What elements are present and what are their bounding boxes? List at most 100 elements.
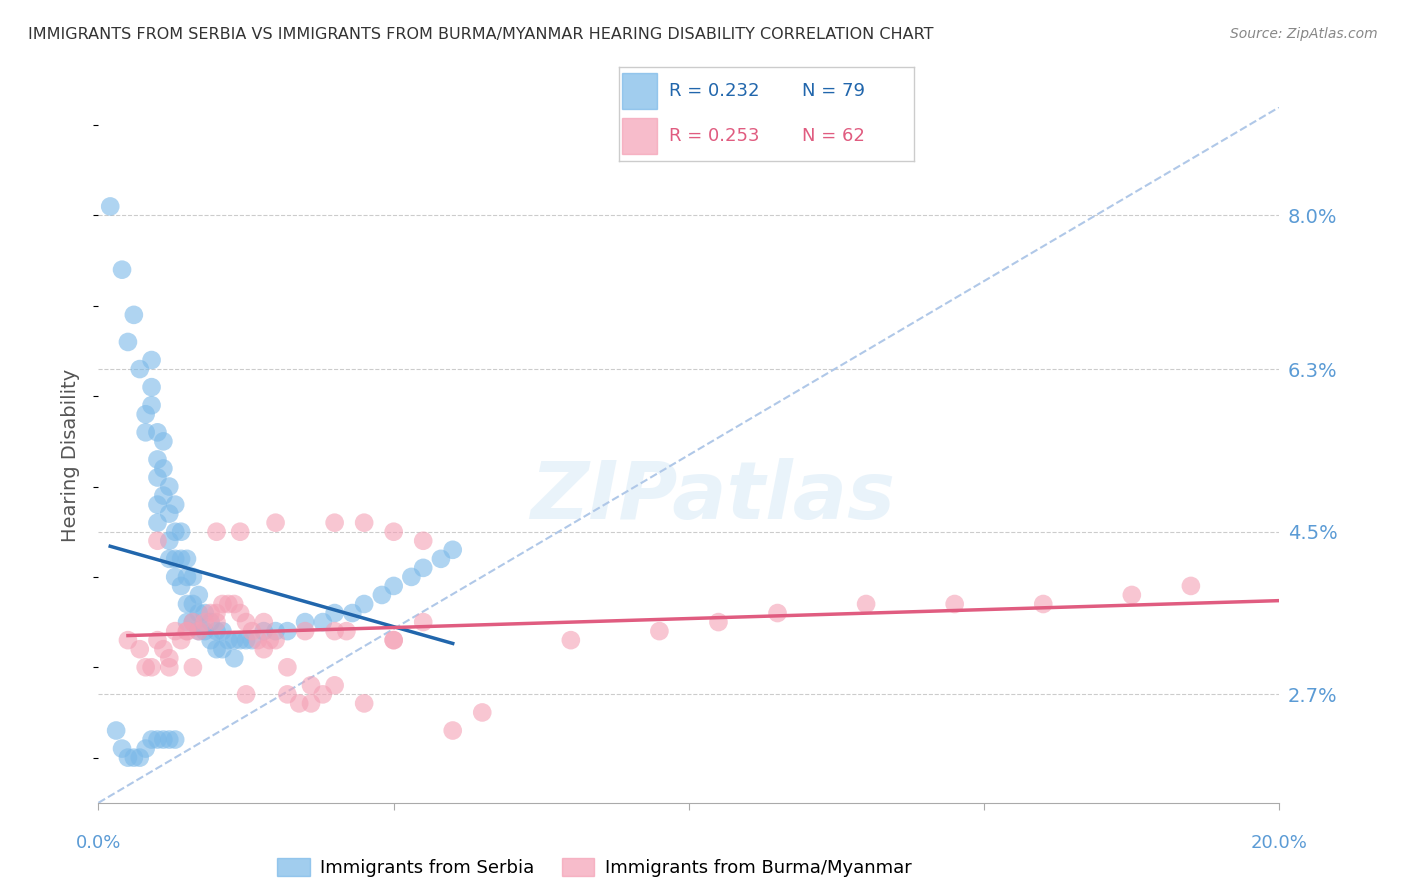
Point <box>157 551 180 566</box>
Point <box>170 524 193 539</box>
Point <box>211 597 233 611</box>
Point <box>152 461 174 475</box>
Point <box>229 524 252 539</box>
Point <box>353 597 375 611</box>
Point <box>176 615 198 629</box>
Point <box>176 570 198 584</box>
Point <box>353 516 375 530</box>
Point <box>141 660 163 674</box>
Point <box>141 398 163 412</box>
Point <box>146 533 169 548</box>
Point <box>253 642 276 657</box>
Point <box>165 570 187 584</box>
Point <box>335 624 357 639</box>
Point <box>323 516 346 530</box>
Point <box>224 597 246 611</box>
Point <box>264 516 287 530</box>
Point <box>205 624 228 639</box>
Point <box>382 524 405 539</box>
Point <box>229 633 252 648</box>
Point <box>157 533 180 548</box>
Point <box>157 660 180 674</box>
Point <box>205 642 228 657</box>
Point <box>152 434 174 449</box>
Point <box>648 624 671 639</box>
Point <box>194 615 217 629</box>
Point <box>181 615 204 629</box>
Text: Source: ZipAtlas.com: Source: ZipAtlas.com <box>1230 27 1378 41</box>
Point <box>152 642 174 657</box>
Point <box>211 624 233 639</box>
Point <box>111 741 134 756</box>
Point <box>146 425 169 440</box>
Point <box>187 624 209 639</box>
Point <box>382 633 405 648</box>
Point <box>135 741 157 756</box>
Point <box>294 624 316 639</box>
Point <box>152 732 174 747</box>
Point <box>323 624 346 639</box>
Point <box>323 606 346 620</box>
Point <box>146 470 169 484</box>
Point <box>187 588 209 602</box>
Point <box>117 633 139 648</box>
Point <box>205 524 228 539</box>
Point <box>412 561 434 575</box>
Point <box>135 660 157 674</box>
Point <box>276 624 298 639</box>
Point <box>187 624 209 639</box>
Point <box>560 633 582 648</box>
Point <box>170 551 193 566</box>
Point <box>128 750 150 764</box>
Point <box>707 615 730 629</box>
Point <box>146 732 169 747</box>
Point <box>401 570 423 584</box>
Point <box>264 624 287 639</box>
Point <box>264 633 287 648</box>
Point <box>152 489 174 503</box>
Point <box>323 678 346 692</box>
Point <box>294 615 316 629</box>
Point <box>205 615 228 629</box>
Point <box>235 687 257 701</box>
Point <box>299 697 322 711</box>
Point <box>165 524 187 539</box>
Y-axis label: Hearing Disability: Hearing Disability <box>60 368 80 541</box>
Point <box>187 606 209 620</box>
Text: N = 79: N = 79 <box>801 82 865 100</box>
Point <box>235 615 257 629</box>
Point <box>200 606 222 620</box>
Point <box>165 732 187 747</box>
Point <box>240 633 263 648</box>
Point <box>165 498 187 512</box>
Point <box>176 597 198 611</box>
Point <box>235 633 257 648</box>
Point <box>253 615 276 629</box>
Point <box>146 633 169 648</box>
Point <box>229 606 252 620</box>
Point <box>194 606 217 620</box>
Point <box>181 615 204 629</box>
Point <box>128 642 150 657</box>
Point <box>135 407 157 421</box>
Point <box>1121 588 1143 602</box>
Point <box>146 452 169 467</box>
Point <box>117 334 139 349</box>
Legend: Immigrants from Serbia, Immigrants from Burma/Myanmar: Immigrants from Serbia, Immigrants from … <box>270 850 920 884</box>
Point <box>441 542 464 557</box>
Point <box>135 425 157 440</box>
Point <box>259 633 281 648</box>
Text: R = 0.253: R = 0.253 <box>669 128 759 145</box>
Point <box>240 624 263 639</box>
Point <box>382 579 405 593</box>
Point <box>170 633 193 648</box>
Point <box>224 633 246 648</box>
Text: IMMIGRANTS FROM SERBIA VS IMMIGRANTS FROM BURMA/MYANMAR HEARING DISABILITY CORRE: IMMIGRANTS FROM SERBIA VS IMMIGRANTS FRO… <box>28 27 934 42</box>
Point <box>165 624 187 639</box>
Point <box>128 362 150 376</box>
Point <box>157 651 180 665</box>
Point <box>382 633 405 648</box>
Point <box>430 551 453 566</box>
Point <box>141 732 163 747</box>
Point <box>165 551 187 566</box>
